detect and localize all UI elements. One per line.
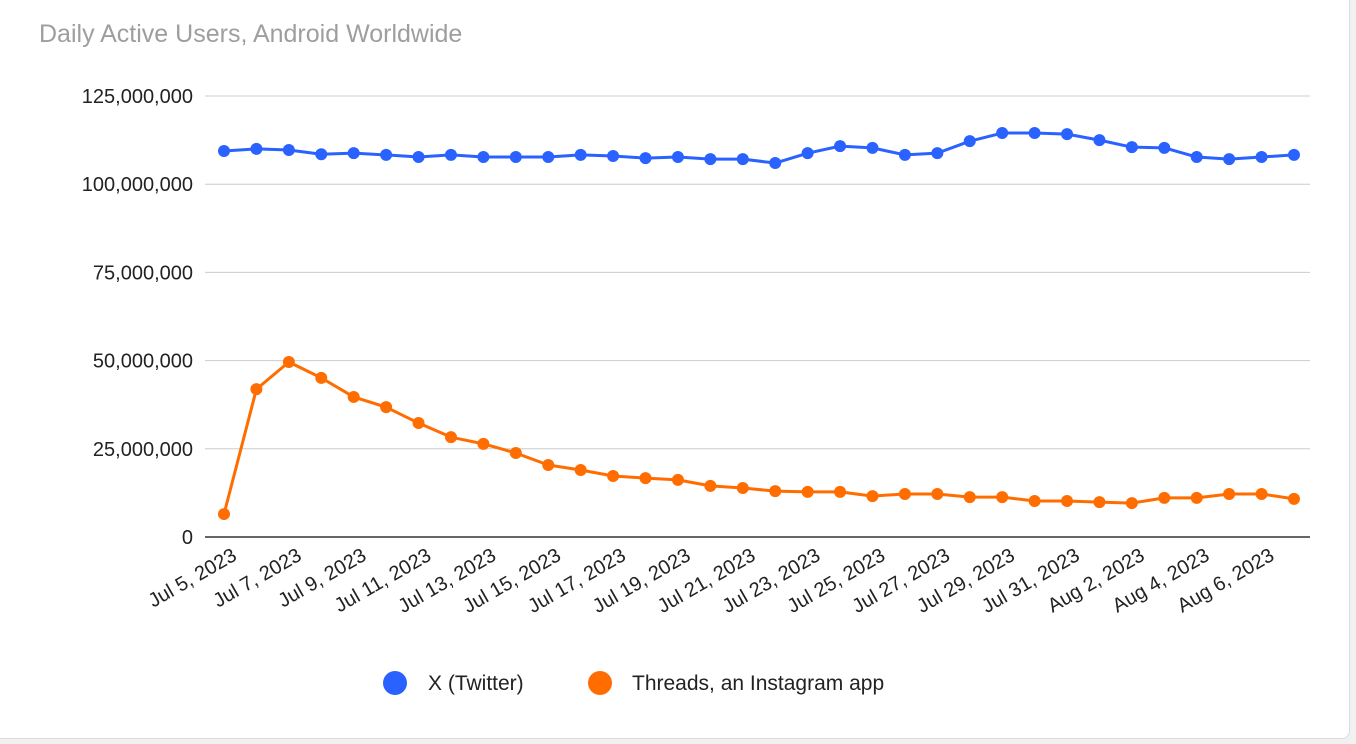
legend-marker-x-twitter	[383, 671, 407, 695]
data-point	[866, 490, 879, 503]
data-point	[1093, 134, 1106, 147]
data-point	[1093, 496, 1106, 509]
data-point	[671, 151, 684, 164]
data-point	[607, 469, 620, 482]
data-point	[866, 141, 879, 154]
data-point	[218, 145, 230, 158]
data-point	[542, 459, 555, 472]
data-point	[282, 143, 295, 156]
data-point	[1288, 148, 1300, 161]
data-point	[671, 473, 684, 486]
series-line	[223, 131, 1295, 165]
series-line	[222, 360, 1295, 515]
data-point	[1158, 141, 1171, 154]
data-point	[898, 487, 911, 500]
data-point	[218, 508, 230, 521]
series-x-twitter	[218, 127, 1300, 170]
data-point	[963, 135, 976, 148]
y-axis-ticks: 0 25,000,000 50,000,000 75,000,000 100,000,0…	[82, 86, 193, 549]
data-point	[574, 463, 587, 476]
data-point	[996, 491, 1009, 504]
data-point	[477, 437, 490, 450]
data-point	[769, 485, 782, 498]
data-point	[736, 481, 749, 494]
data-point	[315, 371, 328, 384]
data-point	[931, 147, 944, 160]
chart-title: Daily Active Users, Android Worldwide	[39, 20, 463, 48]
gridlines	[205, 95, 1310, 538]
data-point	[801, 147, 814, 160]
legend-label: Threads, an Instagram app	[632, 672, 884, 695]
data-point	[801, 485, 814, 498]
data-point	[380, 401, 393, 414]
data-point	[1061, 495, 1074, 508]
data-point	[444, 431, 457, 444]
data-point	[315, 148, 328, 161]
data-point	[1190, 491, 1203, 504]
data-point	[1223, 487, 1236, 500]
data-point	[1223, 153, 1236, 166]
data-point	[704, 153, 717, 166]
data-point	[931, 487, 944, 500]
y-tick-label: 75,000,000	[93, 262, 193, 284]
data-point	[282, 356, 295, 369]
series-group	[218, 127, 1300, 521]
data-point	[477, 151, 490, 164]
data-point	[704, 479, 717, 492]
data-point	[1288, 492, 1300, 505]
legend: X (Twitter) Threads, an Instagram app	[383, 671, 884, 695]
data-point	[509, 151, 522, 164]
data-point	[412, 151, 425, 164]
data-point	[898, 148, 911, 161]
data-point	[996, 127, 1009, 140]
data-point	[607, 149, 620, 162]
y-tick-label: 100,000,000	[82, 174, 193, 196]
data-point	[1255, 151, 1268, 164]
data-point	[380, 148, 393, 161]
data-point	[250, 383, 263, 396]
data-point	[412, 417, 425, 430]
data-point	[834, 140, 847, 153]
data-point	[444, 148, 457, 161]
y-tick-label: 25,000,000	[93, 439, 193, 461]
data-point	[639, 472, 652, 485]
data-point	[963, 491, 976, 504]
data-point	[574, 148, 587, 161]
data-point	[1158, 491, 1171, 504]
data-point	[736, 153, 749, 166]
data-point	[1028, 495, 1041, 508]
data-point	[1028, 127, 1041, 140]
data-point	[250, 142, 263, 155]
y-tick-label: 0	[182, 527, 193, 549]
data-point	[1125, 141, 1138, 154]
data-point	[769, 157, 782, 170]
data-point	[347, 390, 360, 403]
data-point	[509, 447, 522, 460]
data-point	[1190, 151, 1203, 164]
legend-label: X (Twitter)	[428, 672, 524, 695]
data-point	[1125, 497, 1138, 510]
y-tick-label: 125,000,000	[82, 86, 193, 108]
data-point	[834, 485, 847, 498]
legend-marker-threads	[588, 671, 612, 695]
data-point	[639, 152, 652, 165]
data-point	[542, 151, 555, 164]
data-point	[1061, 128, 1074, 141]
y-tick-label: 50,000,000	[93, 351, 193, 373]
data-point	[1255, 487, 1268, 500]
data-point	[347, 147, 360, 160]
series-threads	[218, 356, 1300, 521]
